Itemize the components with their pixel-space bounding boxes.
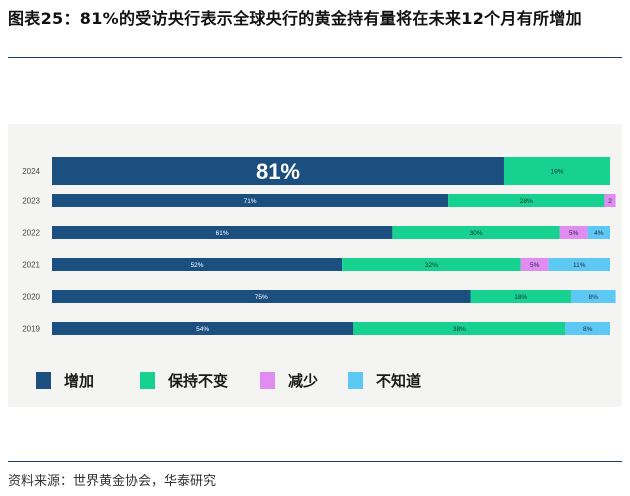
y-tick-label: 2022: [22, 229, 40, 238]
data-label: 5%: [569, 230, 579, 237]
data-label: 8%: [589, 294, 599, 301]
legend-swatch: [348, 372, 363, 389]
data-label: 2: [608, 198, 612, 205]
data-label: 18%: [514, 294, 527, 301]
bar-segment: [52, 194, 449, 207]
bar-segment: [52, 258, 343, 271]
bar-segment: [587, 226, 610, 239]
legend-swatch: [260, 372, 275, 389]
data-label: 4%: [594, 230, 604, 237]
data-label: 28%: [520, 198, 533, 205]
data-label: 32%: [425, 262, 438, 269]
bar-segment: [548, 258, 610, 271]
chart-panel: 2024 81% 19% 2023 71% 28% 2 2022 61% 30% 5% 4% 2021 5…: [8, 124, 622, 407]
bar-segment: [52, 226, 393, 239]
bar-segment: [52, 157, 504, 185]
data-label: 71%: [244, 198, 257, 205]
y-tick-label: 2024: [22, 167, 40, 176]
bar-segment: [470, 290, 571, 303]
data-label: 75%: [255, 294, 268, 301]
bar-segment: [342, 258, 521, 271]
legend-label: 减少: [288, 372, 318, 390]
y-tick-label: 2019: [22, 325, 40, 334]
bar-segment: [604, 194, 616, 207]
source-note: 资料来源：世界黄金协会，华泰研究: [8, 474, 217, 489]
data-label: 61%: [216, 230, 229, 237]
bar-segment: [353, 322, 566, 335]
bar-segment: [448, 194, 605, 207]
legend-swatch: [140, 372, 155, 389]
stacked-bar-chart: 2024 81% 19% 2023 71% 28% 2 2022 61% 30% 5% 4% 2021 5…: [22, 157, 616, 390]
y-tick-label: 2023: [22, 197, 40, 206]
data-label: 52%: [191, 262, 204, 269]
data-label: 19%: [550, 169, 563, 176]
bar-segment: [52, 322, 354, 335]
bar-segment: [565, 322, 610, 335]
bar-segment: [392, 226, 560, 239]
source-divider: [8, 461, 622, 462]
data-label: 11%: [573, 262, 586, 269]
bar-segment: [570, 290, 616, 303]
bar-segment: [52, 290, 471, 303]
data-label: 5%: [530, 262, 540, 269]
legend-label: 保持不变: [167, 372, 228, 390]
y-tick-label: 2020: [22, 293, 40, 302]
legend-label: 增加: [64, 372, 94, 390]
data-label: 38%: [453, 326, 466, 333]
bar-segment: [503, 157, 610, 185]
title-underline: [8, 57, 622, 58]
data-label: 54%: [196, 326, 209, 333]
legend-swatch: [36, 372, 51, 389]
data-label: 81%: [256, 159, 300, 184]
data-label: 8%: [583, 326, 593, 333]
bar-segment: [559, 226, 588, 239]
page-title: 图表25：81%的受访央行表示全球央行的黄金持有量将在未来12个月有所增加: [8, 9, 582, 28]
bar-segment: [520, 258, 549, 271]
y-tick-label: 2021: [22, 261, 40, 270]
legend-label: 不知道: [376, 372, 421, 390]
data-label: 30%: [470, 230, 483, 237]
